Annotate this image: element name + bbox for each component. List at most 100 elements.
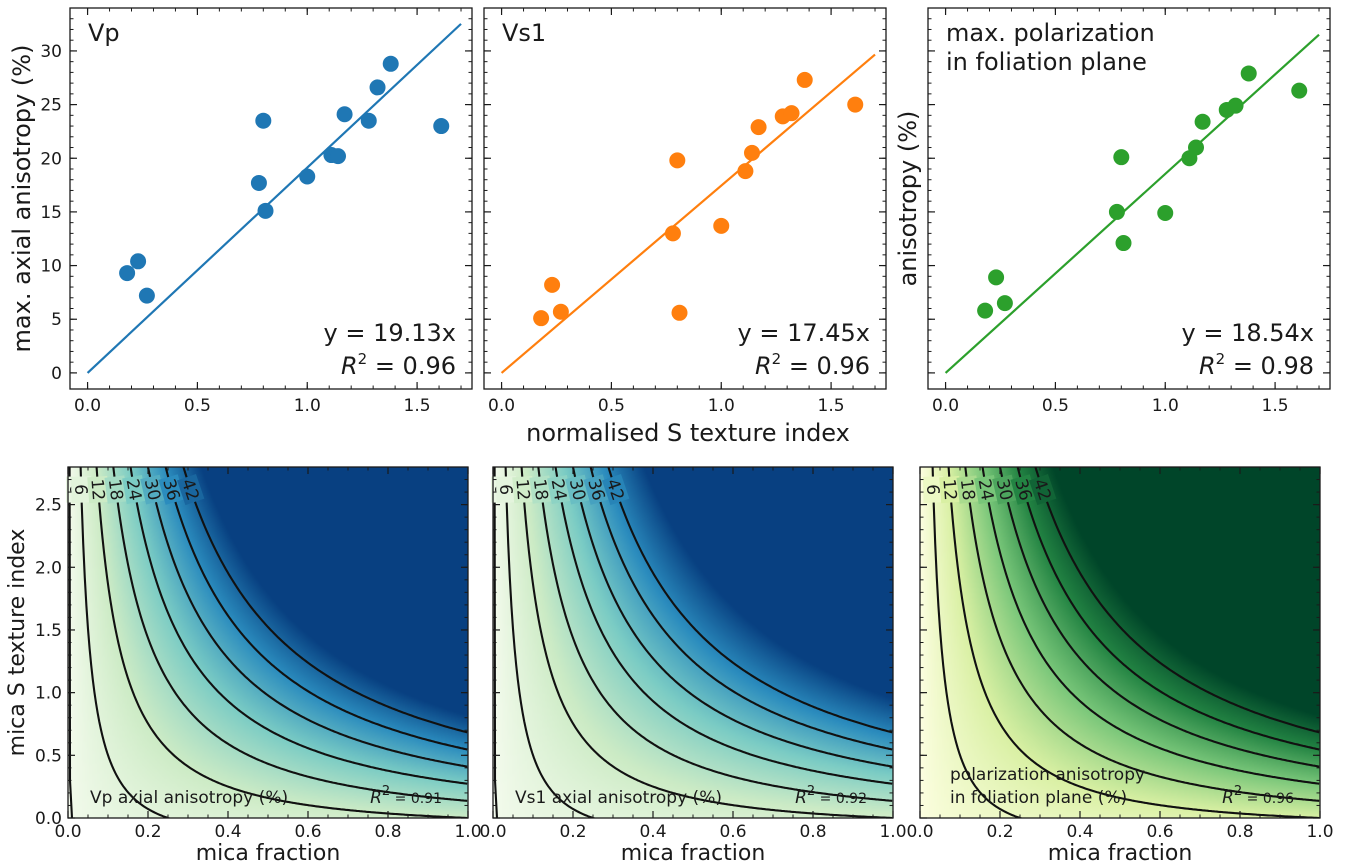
x-tick-label: 1.0 <box>1306 822 1333 842</box>
panel-caption: polarization anisotropy <box>950 765 1145 785</box>
x-tick-label: 1.0 <box>708 396 735 416</box>
y-tick-label: 0.5 <box>35 746 62 766</box>
contour-label-bg <box>547 475 572 505</box>
r-squared-label: R2 = 0.92 <box>795 784 867 808</box>
x-tick-label: 1.0 <box>1152 396 1179 416</box>
contour-label-bg <box>177 474 205 506</box>
x-tick-label: 0.0 <box>906 822 933 842</box>
contour-label: 24 <box>974 477 997 502</box>
x-tick-label: 0.2 <box>986 822 1013 842</box>
contour-label: 18 <box>529 478 552 502</box>
y-tick-label: 20 <box>40 149 62 169</box>
contour-label-bg <box>495 476 517 503</box>
contour-line <box>129 467 468 785</box>
data-point <box>669 152 686 169</box>
x-tick-label: 1.5 <box>404 396 431 416</box>
contour-label: 24 <box>122 477 145 502</box>
x-tick-label: 1.0 <box>879 822 906 842</box>
contour-label-bg <box>104 475 128 504</box>
heatmap-field <box>920 467 1320 818</box>
contour-label-bg <box>922 476 944 503</box>
contour-line <box>182 467 468 734</box>
x-tick-label: 1.0 <box>454 822 481 842</box>
data-point <box>255 112 272 129</box>
panel-label: Vs1 <box>502 19 546 47</box>
data-point <box>1113 149 1130 166</box>
y-tick-label: 2.5 <box>35 496 62 516</box>
data-point <box>1188 139 1204 156</box>
contour-label-bg <box>70 476 92 503</box>
data-point <box>664 225 681 242</box>
y-tick-label: 25 <box>40 96 62 116</box>
data-point <box>988 269 1005 286</box>
x-tick-label: 0.4 <box>1066 822 1093 842</box>
data-point <box>713 217 730 234</box>
contour-label: 24 <box>547 477 570 502</box>
x-tick-label: 0.2 <box>559 822 586 842</box>
contour-line <box>79 467 172 818</box>
panel-caption-line2: in foliation plane (%) <box>950 788 1127 808</box>
data-point <box>1194 113 1211 130</box>
x-tick-label: 0.6 <box>294 822 321 842</box>
contour-line <box>504 467 597 818</box>
axes-frame <box>483 7 887 390</box>
r-squared-label: R2 = 0.96 <box>755 350 870 380</box>
contour-panel-bottom-left: 061218243036420.00.20.40.60.81.00.00.51.… <box>5 466 482 864</box>
data-point <box>299 168 316 185</box>
contour-line <box>964 467 1320 802</box>
contour-line <box>607 467 893 734</box>
y-axis-label: max. axial anisotropy (%) <box>8 45 36 353</box>
contour-line <box>112 467 468 802</box>
contour-label-bg <box>512 475 535 504</box>
y-axis-label: anisotropy (%) <box>894 111 922 287</box>
r-squared-label: R2 = 0.96 <box>1222 784 1294 808</box>
x-tick-label: 0.5 <box>598 396 625 416</box>
y-tick-label: 5 <box>51 310 62 330</box>
data-point <box>336 106 353 123</box>
fit-line <box>86 23 462 374</box>
data-point <box>369 79 386 96</box>
heatmap-field <box>68 467 468 818</box>
data-point <box>1157 204 1174 221</box>
data-point <box>360 112 377 129</box>
contour-label-bg <box>974 475 999 505</box>
contour-line <box>981 467 1320 785</box>
fit-line <box>500 53 876 374</box>
contour-label-bg <box>939 475 962 504</box>
fit-equation: y = 17.45x <box>738 319 870 347</box>
y-tick-label: 0 <box>51 364 62 384</box>
data-point <box>330 148 346 165</box>
x-tick-label: 0.0 <box>74 396 101 416</box>
contour-line <box>146 467 468 768</box>
data-point <box>1291 82 1308 99</box>
data-point <box>130 253 147 270</box>
data-point <box>977 302 994 319</box>
axes-frame <box>927 7 1331 390</box>
y-tick-label: 10 <box>40 257 62 277</box>
data-point <box>250 174 267 191</box>
heatmap-field <box>493 467 893 818</box>
data-point <box>257 202 274 219</box>
x-tick-label: 0.0 <box>54 822 81 842</box>
x-tick-label: 0.5 <box>1042 396 1069 416</box>
top-shared-xlabel: normalised S texture index <box>526 419 850 447</box>
x-axis-label: mica fraction <box>621 841 766 864</box>
x-tick-label: 0.5 <box>184 396 211 416</box>
x-axis-label: mica fraction <box>1048 841 1193 864</box>
x-axis-label: mica fraction <box>196 841 341 864</box>
y-tick-label: 15 <box>40 203 62 223</box>
data-point <box>750 119 767 136</box>
scatter-panel-top-middle: 0.0 0.5 1.0 1.5 Vs1 y = 17.45x R2 = 0.96 <box>483 7 887 416</box>
data-point <box>544 276 561 293</box>
y-tick-label: 1.0 <box>35 684 62 704</box>
data-point <box>796 71 813 88</box>
y-tick-label: 30 <box>40 42 62 62</box>
x-tick-label: 0.4 <box>639 822 666 842</box>
r-squared-label: R2 = 0.98 <box>1199 350 1314 380</box>
x-tick-label: 0.8 <box>1226 822 1253 842</box>
contour-line <box>1016 467 1320 751</box>
data-point <box>1115 235 1132 252</box>
fit-equation: y = 19.13x <box>324 319 456 347</box>
data-point <box>1108 203 1125 220</box>
